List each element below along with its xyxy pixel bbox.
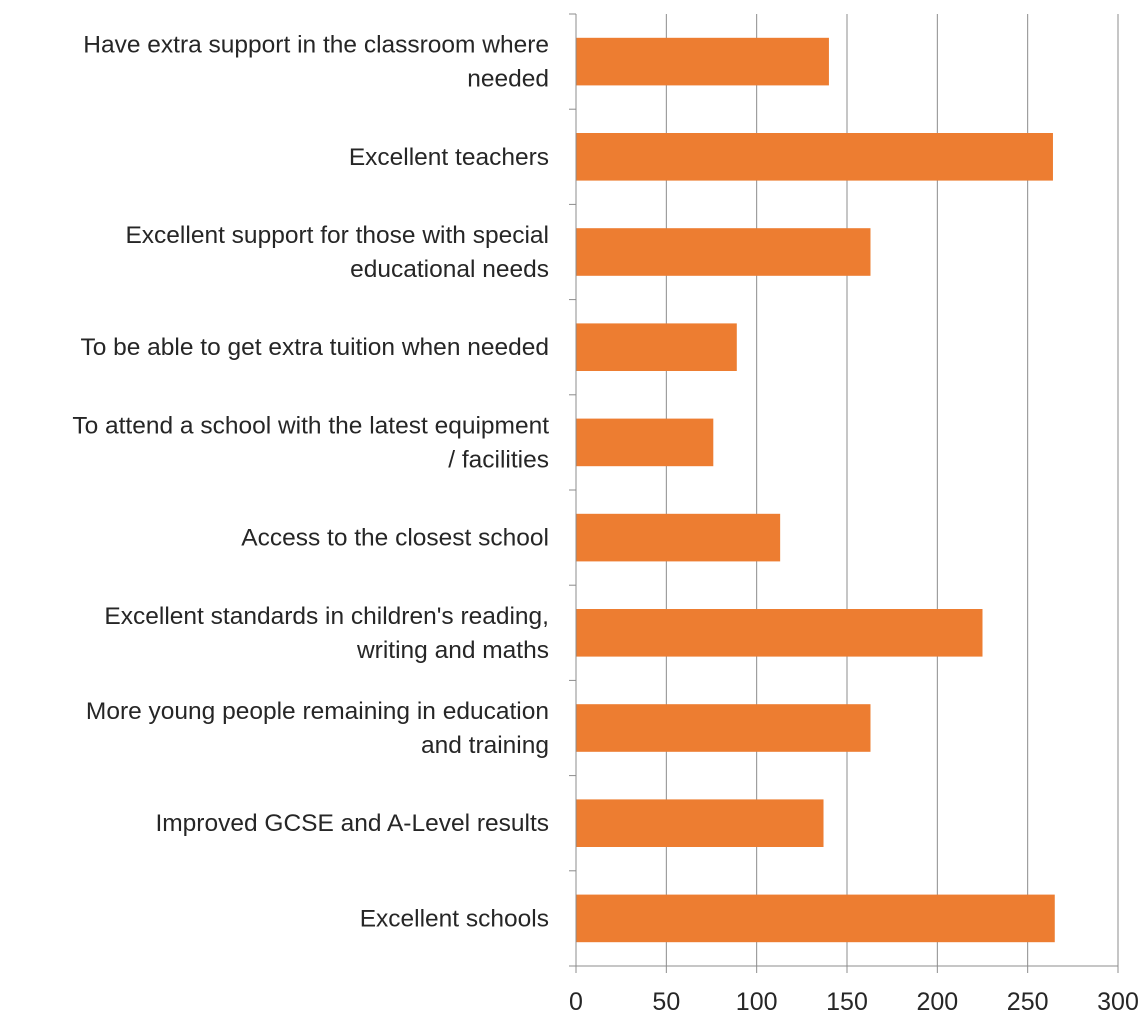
bar [576, 133, 1053, 181]
bar [576, 704, 871, 752]
x-tick-label: 250 [1007, 988, 1049, 1016]
category-label: To be able to get extra tuition when nee… [80, 334, 549, 361]
category-label-line: writing and maths [356, 637, 549, 664]
category-label-line: Improved GCSE and A-Level results [155, 810, 549, 837]
category-label-line: Excellent standards in children's readin… [104, 603, 549, 630]
category-labels: Have extra support in the classroom wher… [72, 32, 549, 933]
bar [576, 799, 824, 847]
category-label: Improved GCSE and A-Level results [155, 810, 549, 837]
x-tick-label: 300 [1097, 988, 1139, 1016]
category-label-line: To attend a school with the latest equip… [72, 412, 549, 439]
bar [576, 418, 714, 467]
category-label-line: Have extra support in the classroom wher… [83, 32, 549, 59]
category-label-line: To be able to get extra tuition when nee… [80, 334, 549, 361]
x-tick-label: 200 [916, 988, 958, 1016]
category-label: More young people remaining in education… [86, 698, 549, 759]
bar [576, 37, 829, 86]
bar [576, 894, 1055, 943]
bars [576, 37, 1055, 943]
category-label-line: Excellent schools [360, 905, 549, 932]
category-label: Excellent standards in children's readin… [104, 603, 549, 664]
bar [576, 323, 737, 371]
tick-labels: 0 50 100 150 200 250 300 [569, 988, 1139, 1016]
category-label-line: educational needs [350, 256, 549, 283]
category-label-line: and training [421, 732, 549, 759]
category-label-line: Access to the closest school [241, 525, 549, 552]
x-tick-label: 0 [569, 988, 583, 1016]
x-tick-label: 100 [736, 988, 778, 1016]
x-tick-label: 150 [826, 988, 868, 1016]
category-label-line: More young people remaining in education [86, 698, 549, 725]
bar [576, 228, 871, 276]
category-label: Have extra support in the classroom wher… [83, 32, 549, 93]
bar [576, 513, 781, 562]
category-label: Excellent support for those with special… [125, 222, 549, 283]
bar [576, 609, 983, 657]
category-label: Access to the closest school [241, 525, 549, 552]
category-label-line: Excellent teachers [349, 144, 549, 171]
category-label-line: needed [467, 66, 549, 93]
category-label-line: / facilities [448, 446, 549, 473]
category-label-line: Excellent support for those with special [125, 222, 549, 249]
category-label: Excellent schools [360, 905, 549, 932]
category-label: To attend a school with the latest equip… [72, 412, 549, 473]
axes [569, 13, 1119, 973]
x-tick-label: 50 [652, 988, 680, 1016]
category-label: Excellent teachers [349, 144, 549, 171]
